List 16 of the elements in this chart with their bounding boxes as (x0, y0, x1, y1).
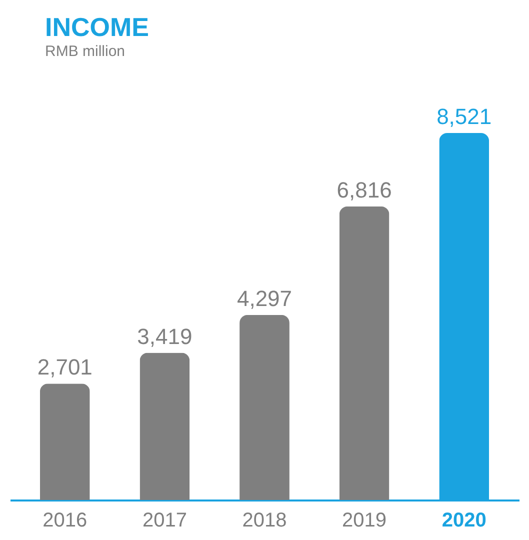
x-tick-label: 2019 (342, 510, 387, 532)
x-tick-label: 2020 (442, 510, 486, 532)
x-tick-label: 2016 (42, 510, 88, 532)
data-label: 4,297 (236, 286, 292, 311)
x-tick-label: 2017 (142, 510, 187, 532)
bar (140, 352, 190, 500)
data-label: 8,521 (436, 104, 492, 130)
x-tick-label: 2018 (242, 510, 287, 532)
bar (40, 384, 90, 500)
bar (240, 314, 290, 500)
data-label: 2,701 (37, 354, 92, 380)
chart-subtitle: RMB million (45, 43, 126, 60)
data-label: 3,419 (137, 324, 192, 349)
bar (339, 206, 390, 500)
data-label: 6,816 (336, 177, 392, 202)
chart-title: INCOME (45, 12, 149, 42)
